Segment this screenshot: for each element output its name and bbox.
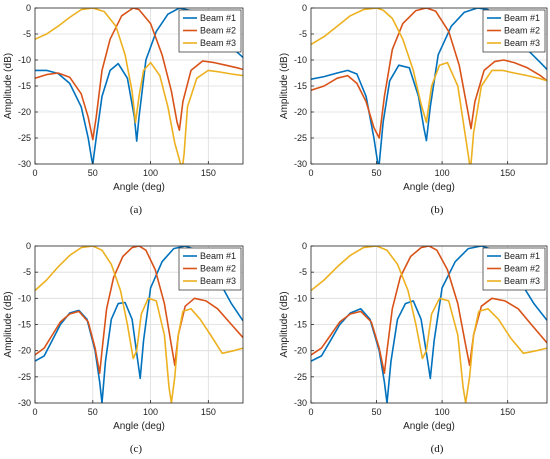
chart-panel-b: 0 50 100 150 0 -5 -10 -15 -20 -25 -30 Angle (deg) Am… (279, 3, 548, 216)
series-line-beam-3 (311, 8, 547, 164)
legend-label-beam-1: Beam #1 (200, 13, 236, 23)
subfigure-caption: (c) (130, 443, 143, 455)
legend-label-beam-3: Beam #3 (504, 38, 540, 48)
y-axis-label: Amplitude (dB) (279, 291, 290, 357)
subfigure-caption: (a) (130, 204, 143, 216)
y-tick-label: -25 (18, 372, 31, 382)
y-tick-label: -20 (294, 346, 307, 356)
series-line-beam-3 (311, 246, 547, 403)
y-tick-label: -5 (23, 29, 31, 39)
x-tick-label: 0 (32, 168, 37, 178)
y-tick-label: -10 (18, 293, 31, 303)
x-tick-label: 50 (372, 407, 382, 417)
x-tick-label: 150 (500, 168, 515, 178)
y-tick-label: -15 (18, 320, 31, 330)
y-tick-label: -10 (18, 55, 31, 65)
y-tick-label: -25 (294, 133, 307, 143)
legend-label-beam-3: Beam #3 (504, 276, 540, 286)
legend-label-beam-3: Beam #3 (200, 276, 236, 286)
series-line-beam-2 (35, 246, 243, 374)
subfigure-caption: (b) (431, 204, 444, 216)
series-line-beam-2 (311, 246, 547, 374)
x-tick-label: 50 (372, 168, 382, 178)
y-axis-label: Amplitude (dB) (279, 53, 290, 119)
legend-label-beam-1: Beam #1 (504, 251, 540, 261)
series-line-beam-2 (311, 8, 547, 139)
x-axis-label: Angle (deg) (403, 182, 455, 193)
y-tick-label: -10 (294, 293, 307, 303)
x-axis-label: Angle (deg) (113, 182, 165, 193)
series-line-beam-2 (35, 8, 243, 141)
y-axis-label: Amplitude (dB) (3, 53, 14, 119)
y-tick-label: -25 (294, 372, 307, 382)
y-tick-label: -30 (294, 398, 307, 408)
series-line-beam-3 (35, 8, 243, 164)
x-tick-label: 0 (32, 407, 37, 417)
x-tick-label: 0 (308, 407, 313, 417)
x-axis-label: Angle (deg) (113, 421, 165, 432)
y-tick-label: -15 (18, 81, 31, 91)
y-tick-label: -20 (18, 107, 31, 117)
legend-label-beam-1: Beam #1 (200, 251, 236, 261)
y-tick-label: -30 (18, 159, 31, 169)
x-tick-label: 150 (500, 407, 515, 417)
y-tick-label: 0 (302, 241, 307, 251)
y-tick-label: 0 (302, 3, 307, 13)
series-line-beam-3 (35, 246, 243, 403)
y-tick-label: -20 (294, 107, 307, 117)
x-tick-label: 0 (308, 168, 313, 178)
legend-label-beam-2: Beam #2 (200, 264, 236, 274)
chart-panel-c: 0 50 100 150 0 -5 -10 -15 -20 -25 -30 Angle (deg) Am… (3, 241, 244, 455)
y-tick-label: -5 (299, 29, 307, 39)
legend-label-beam-1: Beam #1 (504, 13, 540, 23)
y-tick-label: 0 (26, 3, 31, 13)
legend-label-beam-2: Beam #2 (200, 26, 236, 36)
y-tick-label: -15 (294, 320, 307, 330)
chart-panel-d: 0 50 100 150 0 -5 -10 -15 -20 -25 -30 Angle (deg) Am… (279, 241, 548, 455)
x-tick-label: 150 (201, 168, 216, 178)
y-tick-label: -20 (18, 346, 31, 356)
y-axis-label: Amplitude (dB) (3, 291, 14, 357)
y-tick-label: -10 (294, 55, 307, 65)
x-tick-label: 50 (88, 168, 98, 178)
y-tick-label: -30 (294, 159, 307, 169)
legend-label-beam-2: Beam #2 (504, 26, 540, 36)
y-tick-label: 0 (26, 241, 31, 251)
y-tick-label: -5 (23, 267, 31, 277)
x-tick-label: 100 (143, 168, 158, 178)
y-tick-label: -30 (18, 398, 31, 408)
x-axis-label: Angle (deg) (403, 421, 455, 432)
legend-label-beam-2: Beam #2 (504, 264, 540, 274)
y-tick-label: -5 (299, 267, 307, 277)
x-tick-label: 100 (435, 168, 450, 178)
x-tick-label: 100 (143, 407, 158, 417)
y-tick-label: -25 (18, 133, 31, 143)
y-tick-label: -15 (294, 81, 307, 91)
x-tick-label: 100 (435, 407, 450, 417)
x-tick-label: 150 (201, 407, 216, 417)
chart-panel-a: 0 50 100 150 0 -5 -10 -15 -20 -25 -30 Angle (deg) Am… (3, 3, 244, 216)
legend-label-beam-3: Beam #3 (200, 38, 236, 48)
x-tick-label: 50 (88, 407, 98, 417)
subfigure-caption: (d) (431, 443, 444, 455)
